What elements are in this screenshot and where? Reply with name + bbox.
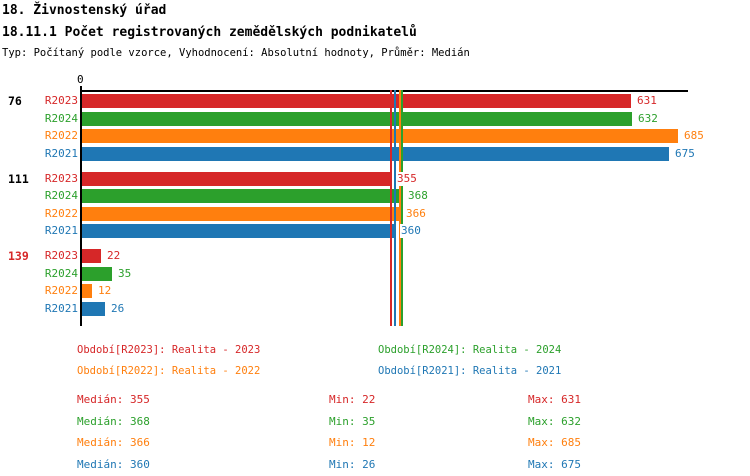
- stat-max-r2023: Max: 631: [528, 393, 581, 406]
- legend-item-r2022: Období[R2022]: Realita - 2022: [77, 365, 261, 377]
- stat-max-r2022: Max: 685: [528, 436, 581, 449]
- group-label: 139: [8, 249, 29, 263]
- bar-row-label: R2024: [44, 112, 78, 125]
- bar: [82, 284, 92, 298]
- group-label: 76: [8, 94, 22, 108]
- bar-value-label: 685: [683, 129, 705, 143]
- bar-value-label: 675: [674, 147, 696, 161]
- bar-row-label: R2021: [44, 147, 78, 160]
- median-line: [390, 90, 392, 326]
- bar: [82, 207, 400, 221]
- bar-value-label: 12: [97, 284, 113, 298]
- page-subtitle: 18.11.1 Počet registrovaných zemědělskýc…: [2, 25, 417, 40]
- bar-row-label: R2023: [44, 249, 78, 262]
- bar-row-label: R2023: [44, 172, 78, 185]
- bar: [82, 172, 391, 186]
- y-axis-line: [80, 86, 82, 326]
- legend-item-r2024: Období[R2024]: Realita - 2024: [378, 344, 562, 356]
- stat-min-r2023: Min: 22: [329, 393, 376, 406]
- bar-row-label: R2022: [44, 207, 78, 220]
- bar: [82, 267, 112, 281]
- bar-value-label: 26: [110, 302, 126, 316]
- bar: [82, 94, 631, 108]
- median-line: [401, 90, 403, 326]
- group-label: 111: [8, 171, 29, 186]
- stat-max-r2024: Max: 632: [528, 415, 581, 428]
- stat-min-r2022: Min: 12: [329, 436, 376, 449]
- bar-value-label: 632: [637, 112, 659, 126]
- axis-zero-tick-label: 0: [77, 73, 84, 86]
- stat-max-r2021: Max: 675: [528, 458, 581, 471]
- bar: [82, 189, 402, 203]
- legend-item-r2023: Období[R2023]: Realita - 2023: [77, 344, 261, 356]
- bar-row-label: R2024: [44, 267, 78, 280]
- bar-value-label: 631: [636, 94, 658, 108]
- stat-min-r2021: Min: 26: [329, 458, 376, 471]
- bar-value-label: 35: [117, 267, 133, 281]
- bar: [82, 249, 101, 263]
- bar-row-label: R2024: [44, 189, 78, 202]
- stat-median-r2021: Medián: 360: [77, 458, 150, 471]
- bar-row-label: R2023: [44, 94, 78, 107]
- bar-value-label: 366: [405, 207, 427, 221]
- bar-row-label: R2021: [44, 224, 78, 237]
- legend-item-r2021: Období[R2021]: Realita - 2021: [378, 365, 562, 377]
- bar-value-label: 360: [400, 224, 422, 238]
- chart-meta: Typ: Počítaný podle vzorce, Vyhodnocení:…: [2, 47, 470, 59]
- bar: [82, 112, 632, 126]
- bar: [82, 224, 395, 238]
- bar: [82, 129, 678, 143]
- bar-row-label: R2022: [44, 129, 78, 142]
- median-line: [399, 90, 401, 326]
- bar-row-label: R2022: [44, 284, 78, 297]
- bar-value-label: 355: [396, 172, 418, 186]
- bar-row-label: R2021: [44, 302, 78, 315]
- bar-value-label: 22: [106, 249, 122, 263]
- bar-value-label: 368: [407, 189, 429, 203]
- stat-median-r2023: Medián: 355: [77, 393, 150, 406]
- x-axis-line: [80, 90, 688, 92]
- median-line: [394, 90, 396, 326]
- bar: [82, 147, 669, 161]
- bar: [82, 302, 105, 316]
- stat-min-r2024: Min: 35: [329, 415, 376, 428]
- page-title: 18. Živnostenský úřad: [2, 3, 167, 18]
- stat-median-r2022: Medián: 366: [77, 436, 150, 449]
- stat-median-r2024: Medián: 368: [77, 415, 150, 428]
